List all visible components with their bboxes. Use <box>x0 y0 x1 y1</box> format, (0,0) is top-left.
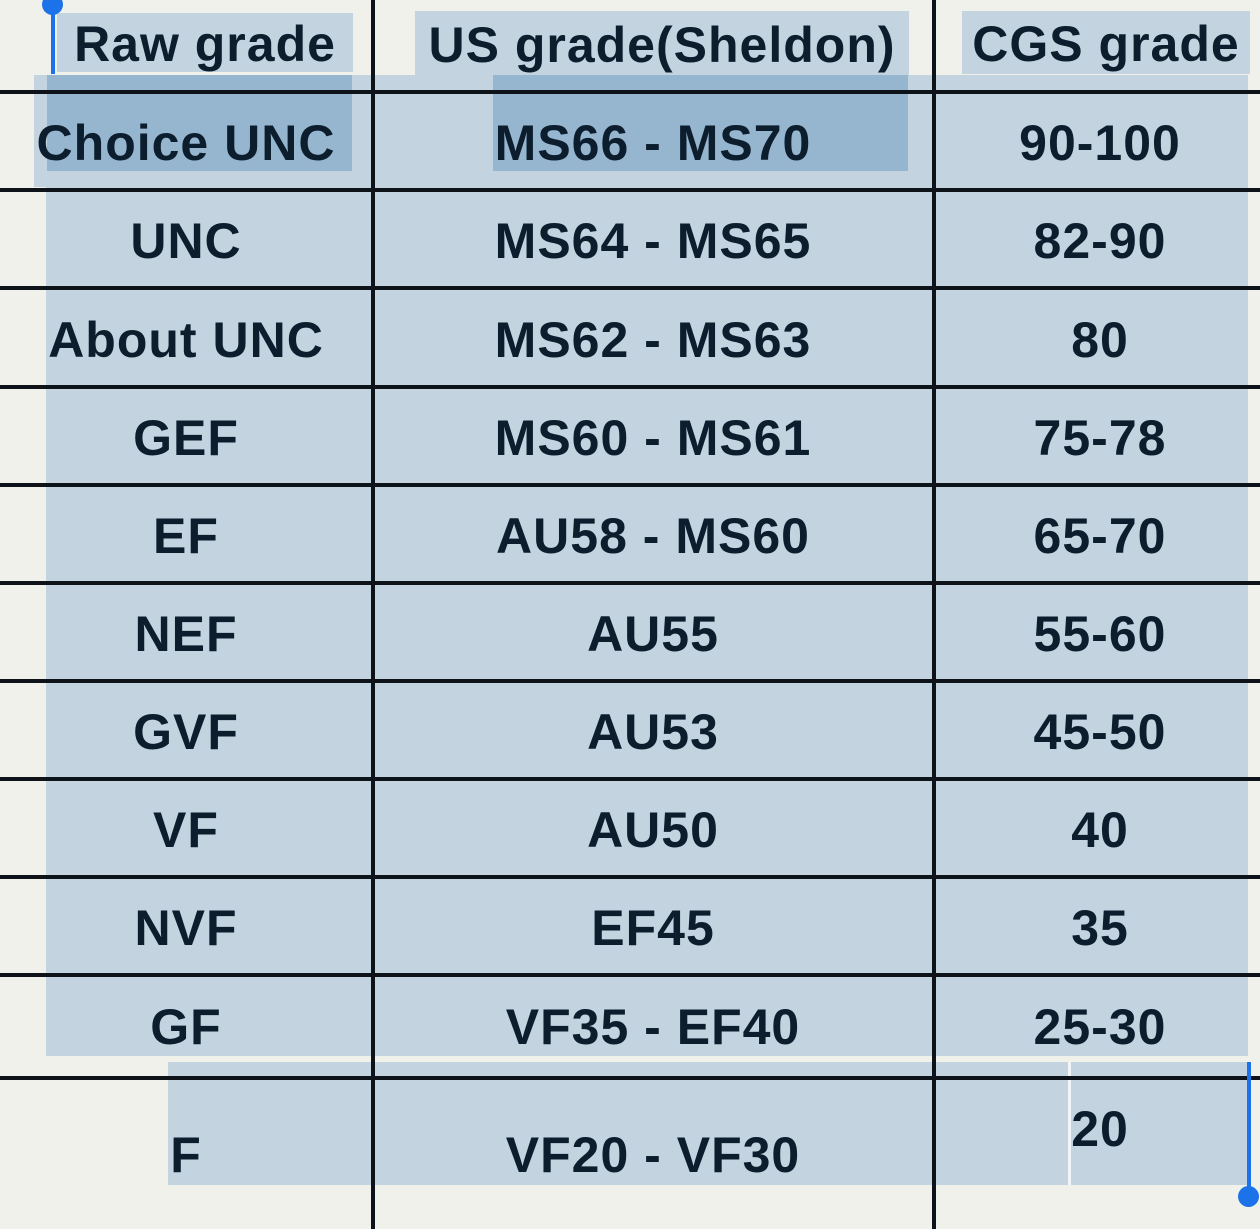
cell-us-row5: AU58 - MS60 <box>496 508 810 564</box>
cell-cgs-row5: 65-70 <box>1033 508 1167 564</box>
selection-highlight-header-cgs <box>962 11 1250 74</box>
table-border-horizontal <box>0 188 1260 192</box>
cell-raw-row7: GVF <box>133 704 239 760</box>
cell-cgs-row4: 75-78 <box>1033 410 1167 466</box>
cell-raw-row9: NVF <box>134 900 238 956</box>
table-border-vertical <box>371 0 375 1229</box>
selection-highlight-row-f <box>168 1062 1250 1185</box>
cell-raw-row8: VF <box>153 802 219 858</box>
cell-raw-row2: UNC <box>130 213 242 269</box>
table-border-horizontal <box>0 483 1260 487</box>
table-border-horizontal <box>0 581 1260 585</box>
cell-us-row3: MS62 - MS63 <box>494 312 812 368</box>
cell-cgs-row6: 55-60 <box>1033 606 1167 662</box>
cell-us-row8: AU50 <box>587 802 719 858</box>
table-border-horizontal <box>0 679 1260 683</box>
table-border-vertical <box>932 0 936 1229</box>
cell-raw-row6: NEF <box>134 606 238 662</box>
cell-cgs-row7: 45-50 <box>1033 704 1167 760</box>
cell-raw-row5: EF <box>153 508 219 564</box>
table-border-horizontal <box>0 385 1260 389</box>
cell-cgs-row2: 82-90 <box>1033 213 1167 269</box>
cell-cgs-row3: 80 <box>1071 312 1129 368</box>
selection-handle-dot <box>1238 1186 1259 1207</box>
table-border-horizontal <box>0 875 1260 879</box>
table-border-horizontal <box>0 777 1260 781</box>
header-cell-cgs-grade: CGS grade <box>972 16 1240 72</box>
cell-us-row1: MS66 - MS70 <box>494 115 812 171</box>
cell-us-row2: MS64 - MS65 <box>494 213 812 269</box>
table-border-horizontal <box>0 1076 1260 1080</box>
cell-raw-row10: GF <box>150 999 222 1055</box>
selection-highlight-header-raw <box>57 13 353 72</box>
cell-raw-row1: Choice UNC <box>36 115 336 171</box>
header-cell-us-grade: US grade(Sheldon) <box>428 17 896 73</box>
header-cell-raw-grade: Raw grade <box>74 16 336 72</box>
table-border-horizontal <box>0 973 1260 977</box>
cell-us-row6: AU55 <box>587 606 719 662</box>
cell-us-row4: MS60 - MS61 <box>494 410 812 466</box>
selection-handle-bar <box>51 5 55 74</box>
cell-us-row10: VF35 - EF40 <box>505 999 801 1055</box>
selection-handle-bar <box>1247 1062 1251 1190</box>
selection-highlight-header-us <box>415 11 909 78</box>
table-border-horizontal <box>0 90 1260 94</box>
cell-raw-row11: F <box>170 1127 202 1183</box>
cell-cgs-row10: 25-30 <box>1033 999 1167 1055</box>
cell-us-row9: EF45 <box>591 900 715 956</box>
cell-cgs-row1: 90-100 <box>1019 115 1181 171</box>
cell-raw-row3: About UNC <box>48 312 324 368</box>
cell-cgs-row11: 20 <box>1071 1101 1129 1157</box>
selection-highlight-main <box>46 187 1248 1056</box>
cell-us-row7: AU53 <box>587 704 719 760</box>
cell-us-row11: VF20 - VF30 <box>505 1127 801 1183</box>
table-border-horizontal <box>0 286 1260 290</box>
cell-cgs-row8: 40 <box>1071 802 1129 858</box>
cell-cgs-row9: 35 <box>1071 900 1129 956</box>
selection-seam <box>1068 1062 1071 1185</box>
cell-raw-row4: GEF <box>133 410 239 466</box>
